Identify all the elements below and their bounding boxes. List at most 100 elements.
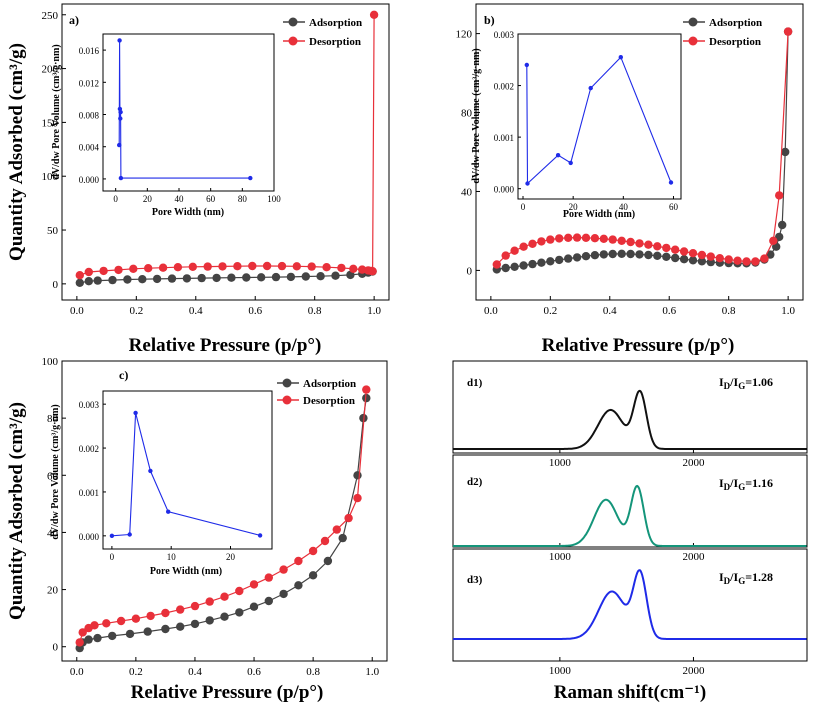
x-tick-label-b: 0.6 xyxy=(662,305,676,317)
x-tick-label-a: 0.8 xyxy=(308,305,322,317)
data-point-b-1 xyxy=(599,234,608,243)
data-point-b-1 xyxy=(679,247,689,256)
data-point-c-0 xyxy=(93,633,102,643)
data-point-c-1 xyxy=(90,621,99,630)
raman-tick-label: 1000 xyxy=(549,457,572,469)
raman-spectrum-2 xyxy=(453,484,807,547)
data-point-b-0 xyxy=(501,263,510,273)
data-point-c-0 xyxy=(84,635,93,644)
data-point-b-0 xyxy=(510,262,519,271)
data-point-a-1 xyxy=(158,263,168,272)
data-point-c-0 xyxy=(279,589,288,599)
data-point-b-1 xyxy=(501,251,510,260)
legend-marker-desorption-c xyxy=(282,395,292,405)
data-point-inset-a-0 xyxy=(118,109,123,115)
data-point-inset-c-0 xyxy=(166,509,171,514)
x-axis-label-d: Raman shift(cm⁻¹) xyxy=(554,682,706,703)
raman-frame-d3 xyxy=(452,548,808,662)
raman-label-d3: d3) xyxy=(467,574,483,586)
x-tick-label-c: 0.0 xyxy=(70,666,84,678)
legend-label-desorption-c: Desorption xyxy=(303,395,355,407)
y-tick-label-b: 120 xyxy=(456,29,473,41)
data-point-c-0 xyxy=(205,616,214,625)
data-point-b-0 xyxy=(626,249,635,259)
data-point-a-1 xyxy=(368,267,377,276)
plot-frame-c xyxy=(61,360,388,662)
data-point-inset-b-0 xyxy=(568,160,573,166)
x-tick-label-inset-a: 40 xyxy=(175,194,185,204)
data-point-b-0 xyxy=(775,232,784,242)
x-tick-label-a: 0.2 xyxy=(129,305,143,317)
legend-marker-adsorption-a xyxy=(288,17,298,27)
data-point-b-1 xyxy=(775,191,784,200)
data-point-c-0 xyxy=(235,608,244,617)
data-point-b-1 xyxy=(671,245,680,254)
data-point-a-0 xyxy=(197,273,206,283)
data-point-c-1 xyxy=(235,586,244,596)
raman-spectrum-1 xyxy=(453,389,807,450)
data-point-inset-c-0 xyxy=(257,533,263,538)
data-point-b-1 xyxy=(635,239,644,248)
inset-a: Pore Width (nm) dV/dw Pore Volume (cm³/g… xyxy=(51,33,281,218)
data-point-b-1 xyxy=(590,234,600,243)
data-point-a-0 xyxy=(84,277,94,286)
data-point-a-0 xyxy=(316,272,325,281)
data-point-inset-a-0 xyxy=(118,116,123,121)
x-tick-label-inset-b: 40 xyxy=(619,202,629,212)
x-axis-label-c: Relative Pressure (p/p°) xyxy=(131,682,324,703)
data-point-c-0 xyxy=(176,622,185,631)
data-point-b-1 xyxy=(555,234,564,243)
data-point-b-0 xyxy=(572,253,582,262)
data-point-c-0 xyxy=(125,629,135,639)
data-point-b-1 xyxy=(706,252,715,261)
data-point-b-1 xyxy=(519,242,528,251)
x-tick-label-c: 0.8 xyxy=(306,666,320,678)
y-tick-label-a: 100 xyxy=(42,171,59,183)
data-point-b-1 xyxy=(644,240,653,249)
data-point-b-0 xyxy=(519,261,528,270)
legend-label-desorption-a: Desorption xyxy=(309,36,361,48)
data-point-b-1 xyxy=(492,260,501,269)
data-point-inset-c-0 xyxy=(109,533,115,538)
data-point-b-0 xyxy=(537,258,546,267)
inset-frame-b xyxy=(517,33,682,200)
data-point-b-1 xyxy=(769,236,778,245)
legend-label-adsorption-b: Adsorption xyxy=(709,17,762,29)
data-point-b-1 xyxy=(662,243,671,253)
legend-marker-adsorption-c xyxy=(282,378,292,388)
data-point-a-1 xyxy=(75,271,85,280)
ratio-label-d3: ID/IG=1.28 xyxy=(719,570,773,586)
x-tick-label-inset-c: 20 xyxy=(226,552,236,562)
y-tick-label-a: 50 xyxy=(47,225,59,237)
data-point-a-1 xyxy=(188,262,197,271)
y-tick-label-inset-a: 0.016 xyxy=(79,46,100,56)
data-point-b-1 xyxy=(783,27,793,36)
data-point-a-0 xyxy=(75,278,85,287)
data-point-a-1 xyxy=(173,263,183,272)
data-point-b-0 xyxy=(662,252,671,261)
inset-x-label-b: Pore Width (nm) xyxy=(563,209,635,220)
data-point-inset-b-0 xyxy=(668,180,674,185)
data-point-a-1 xyxy=(349,264,358,273)
raman-spectrum-3 xyxy=(453,569,807,640)
y-axis-label-c: Quantity Adsorbed (cm³/g) xyxy=(6,402,27,620)
legend-label-adsorption-a: Adsorption xyxy=(309,17,362,29)
data-point-b-1 xyxy=(581,233,591,242)
x-axis-label-b: Relative Pressure (p/p°) xyxy=(542,335,735,356)
y-tick-label-c: 20 xyxy=(47,585,59,597)
data-point-b-0 xyxy=(781,147,790,157)
data-point-b-1 xyxy=(537,237,546,246)
legend-marker-desorption-a xyxy=(288,36,298,46)
y-axis-label-a: Quantity Adsorbed (cm³/g) xyxy=(6,43,27,261)
y-tick-label-inset-a: 0.004 xyxy=(79,143,100,153)
y-tick-label-a: 250 xyxy=(42,10,59,22)
y-tick-label-inset-b: 0.003 xyxy=(494,30,515,40)
plot-frame-b xyxy=(475,3,804,301)
legend-marker-desorption-b xyxy=(688,36,698,46)
y-tick-label-c: 0 xyxy=(53,642,59,654)
data-point-b-0 xyxy=(697,257,707,266)
data-point-b-0 xyxy=(671,253,680,263)
x-tick-label-c: 0.4 xyxy=(188,666,202,678)
data-point-a-0 xyxy=(152,274,162,284)
data-point-b-1 xyxy=(733,256,742,265)
